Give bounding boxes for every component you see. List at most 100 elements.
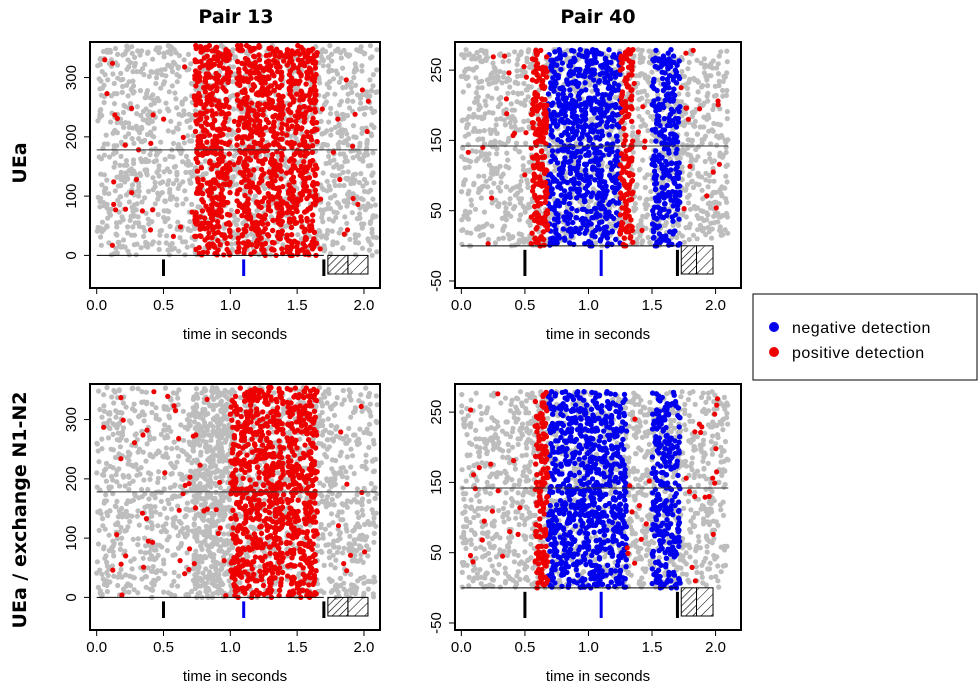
spike-gray <box>324 178 330 184</box>
spike-gray <box>502 122 508 128</box>
spike-gray <box>683 214 689 220</box>
spike-gray <box>125 93 131 99</box>
spike-positive <box>292 113 298 119</box>
spike-gray <box>360 183 366 189</box>
spike-gray <box>469 56 475 62</box>
spike-positive <box>312 126 318 132</box>
spike-gray <box>175 219 181 225</box>
spike-gray <box>459 217 465 223</box>
spike-gray <box>497 52 504 59</box>
spike-positive <box>236 118 243 125</box>
spike-gray <box>332 173 338 179</box>
spike-gray <box>133 252 139 258</box>
spike-negative <box>576 96 582 102</box>
spike-gray <box>134 104 140 110</box>
spike-gray <box>169 69 176 75</box>
spike-positive <box>226 127 232 133</box>
spike-gray <box>711 102 717 108</box>
spike-gray <box>466 83 472 89</box>
spike-gray <box>128 60 134 66</box>
spike-positive <box>278 115 285 122</box>
spike-gray <box>140 117 146 123</box>
spike-gray <box>131 242 137 248</box>
spike-positive <box>234 97 241 103</box>
spike-gray <box>374 47 380 53</box>
spike-gray <box>139 124 145 130</box>
spike-gray <box>159 72 165 78</box>
spike-gray <box>114 224 120 230</box>
spike-gray <box>636 97 642 103</box>
spike-gray <box>244 233 250 239</box>
spike-positive <box>246 182 252 188</box>
spike-positive <box>285 126 291 132</box>
spike-positive <box>210 125 216 131</box>
spike-gray <box>520 203 526 210</box>
spike-gray <box>117 162 123 168</box>
spike-positive <box>248 117 254 123</box>
spike-positive <box>224 211 231 218</box>
spike-gray <box>151 159 157 165</box>
spike-negative <box>549 127 555 134</box>
spike-gray <box>644 98 650 104</box>
spike-positive <box>213 111 219 117</box>
spike-gray <box>701 56 708 62</box>
spike-gray <box>118 70 124 76</box>
spike-gray <box>371 124 377 130</box>
spike-gray <box>717 106 723 112</box>
spike-gray <box>325 201 331 207</box>
spike-gray <box>478 58 484 64</box>
spike-gray <box>364 89 370 95</box>
spike-positive <box>251 54 258 60</box>
spike-gray <box>685 92 691 98</box>
spike-positive <box>271 141 277 148</box>
spike-positive <box>198 134 204 141</box>
spike-gray <box>508 101 514 107</box>
spike-gray <box>162 156 168 162</box>
spike-positive <box>200 62 206 69</box>
spike-gray <box>111 101 118 107</box>
spike-positive <box>313 92 319 98</box>
spike-gray <box>133 123 139 129</box>
spike-gray <box>493 197 499 203</box>
spike-positive <box>217 195 223 201</box>
spike-negative <box>586 238 592 245</box>
spike-gray <box>498 180 504 186</box>
spike-gray <box>490 168 496 174</box>
spike-gray <box>117 194 123 200</box>
spike-gray <box>711 220 718 226</box>
spike-positive <box>311 83 318 90</box>
spike-gray <box>348 85 354 91</box>
spike-gray <box>114 91 120 97</box>
spike-negative <box>612 104 619 111</box>
spike-positive <box>279 99 285 105</box>
spike-gray <box>483 48 489 54</box>
spike-positive <box>306 105 312 111</box>
spike-gray <box>374 67 380 73</box>
spike-gray <box>472 206 479 212</box>
spike-gray <box>670 222 676 228</box>
spike-gray <box>717 122 724 128</box>
spike-gray <box>505 210 511 217</box>
spike-gray <box>643 123 649 129</box>
spike-positive <box>337 176 343 183</box>
spike-gray <box>631 208 637 214</box>
spike-gray <box>166 178 172 184</box>
spike-gray <box>126 120 132 126</box>
spike-gray <box>705 83 711 89</box>
spike-gray <box>369 230 375 236</box>
spike-gray <box>370 83 376 89</box>
spike-gray <box>336 172 342 178</box>
spike-positive <box>213 70 219 77</box>
spike-gray <box>465 74 471 80</box>
spike-gray <box>645 234 651 240</box>
spike-positive <box>194 176 201 182</box>
spike-positive <box>293 78 299 84</box>
spike-gray <box>494 116 500 122</box>
spike-gray <box>686 59 692 65</box>
spike-gray <box>526 168 532 174</box>
spike-gray <box>150 69 156 75</box>
spike-gray <box>656 77 662 83</box>
spike-positive <box>293 118 299 125</box>
spike-gray <box>719 184 725 190</box>
spike-gray <box>640 157 646 163</box>
